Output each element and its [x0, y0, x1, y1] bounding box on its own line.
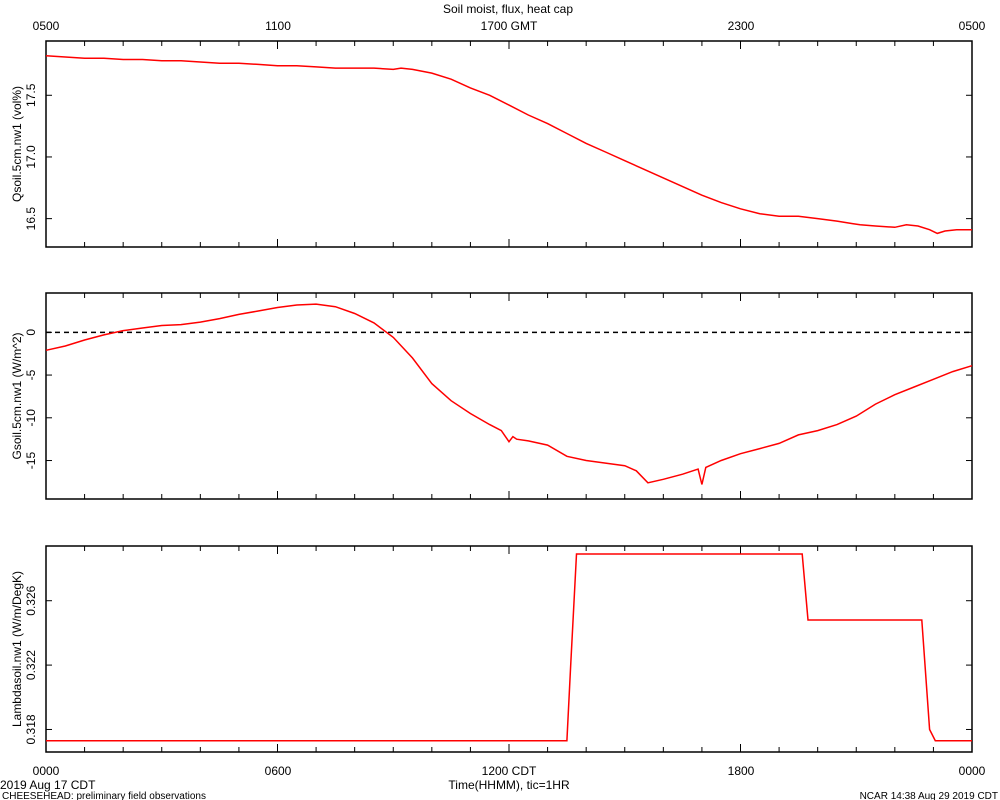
y-axis-title: Lambdasoil.nw1 (W/m/DegK) [10, 571, 24, 727]
y-tick-label: 0 [24, 329, 38, 336]
series-line-2 [45, 303, 973, 485]
y-axis-title: Gsoil.5cm.nw1 (W/m^2) [10, 333, 24, 460]
panel-3-frame [45, 545, 973, 753]
top-axis-label-0: 0500 [33, 19, 60, 33]
chart-title: Soil moist, flux, heat cap [443, 2, 573, 16]
y-tick-label: 17.5 [24, 83, 38, 107]
y-tick-label: 17.0 [24, 145, 38, 169]
bottom-axis-label-3: 1800 [728, 764, 755, 778]
top-axis-label-3: 2300 [728, 19, 755, 33]
series-line-3 [46, 553, 972, 742]
footer-project: CHEESEHEAD: preliminary field observatio… [2, 791, 206, 800]
top-axis-label-2: 1700 GMT [481, 19, 538, 33]
y-tick-label: -10 [24, 409, 38, 427]
bottom-axis-label-1: 0600 [265, 764, 292, 778]
footer-credit: NCAR 14:38 Aug 29 2019 CDT [860, 791, 998, 800]
top-axis-label-4: 0500 [959, 19, 986, 33]
y-tick-label: 0.318 [24, 714, 38, 744]
y-tick-label: -5 [24, 369, 38, 380]
panel-1-frame [45, 40, 973, 248]
bottom-axis-label-4: 0000 [959, 764, 986, 778]
bottom-axis-label-0: 0000 [33, 764, 60, 778]
y-tick-label: 0.322 [24, 650, 38, 680]
bottom-axis-label-2: 1200 CDT [482, 764, 537, 778]
footer-date: 2019 Aug 17 CDT [0, 778, 96, 792]
series-line-1 [45, 55, 972, 235]
y-axis-title: Qsoil.5cm.nw1 (vol%) [10, 86, 24, 202]
y-tick-label: -15 [24, 452, 38, 470]
y-tick-label: 16.5 [24, 207, 38, 231]
top-axis-label-1: 1100 [265, 19, 291, 33]
x-axis-title: Time(HHMM), tic=1HR [448, 778, 570, 792]
y-tick-label: 0.326 [24, 585, 38, 615]
